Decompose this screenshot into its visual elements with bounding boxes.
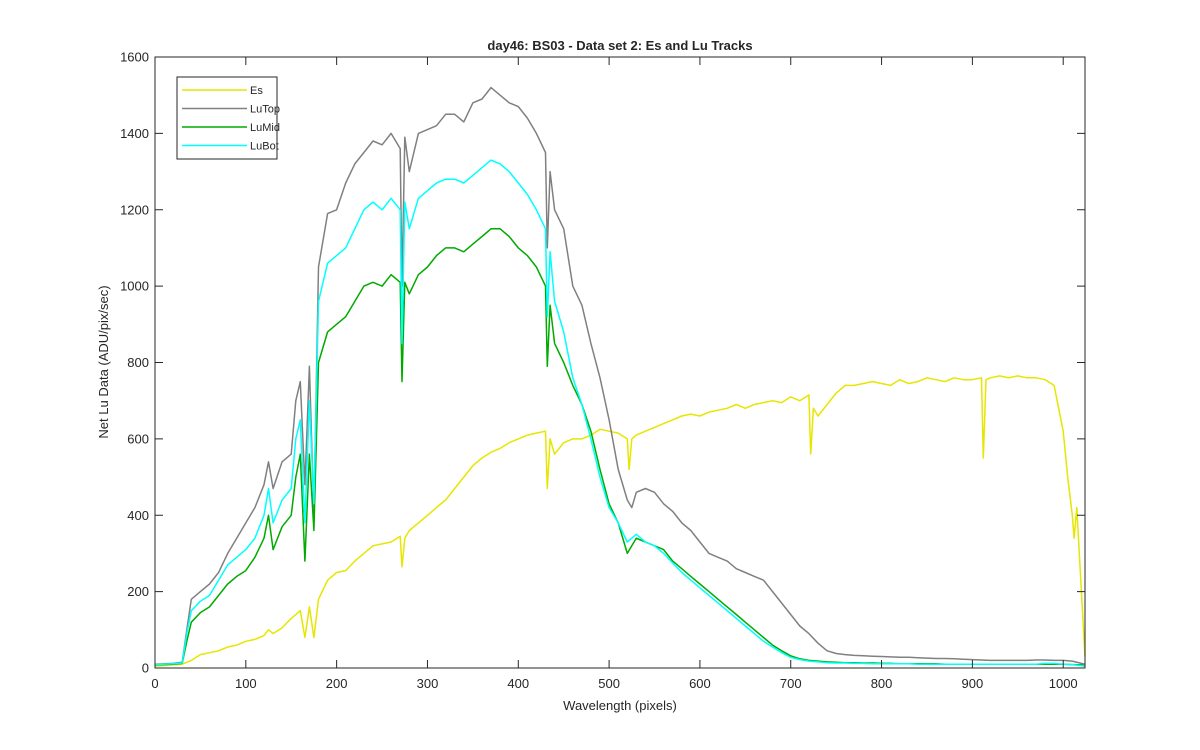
y-axis: 0 200 400 600 800 1000 1200 1400 1600 [120, 50, 1085, 676]
plot-area [154, 56, 1086, 669]
x-tick-label: 600 [689, 676, 711, 691]
legend-label-lubot: LuBot [250, 141, 279, 153]
axes-background [155, 57, 1085, 668]
x-tick-label: 100 [235, 676, 257, 691]
x-tick-label: 0 [151, 676, 158, 691]
legend-label-es: Es [250, 85, 263, 97]
x-axis: 0 100 200 300 400 500 600 700 800 900 1000 [151, 57, 1078, 691]
x-tick-label: 400 [507, 676, 529, 691]
x-tick-label: 500 [598, 676, 620, 691]
y-tick-label: 400 [127, 508, 149, 523]
x-tick-label: 800 [871, 676, 893, 691]
chart-title: day46: BS03 - Data set 2: Es and Lu Trac… [487, 38, 752, 53]
x-tick-label: 300 [417, 676, 439, 691]
y-tick-label: 1400 [120, 126, 149, 141]
series-line-lubot [154, 159, 1086, 667]
legend: Es LuTop LuMid LuBot [176, 76, 280, 160]
y-tick-label: 200 [127, 584, 149, 599]
legend-label-lutop: LuTop [250, 104, 280, 116]
series-line-lutop [154, 86, 1086, 665]
y-tick-label: 800 [127, 355, 149, 370]
y-tick-label: 1600 [120, 50, 149, 65]
x-tick-label: 1000 [1049, 676, 1078, 691]
x-tick-label: 200 [326, 676, 348, 691]
x-tick-label: 700 [780, 676, 802, 691]
y-tick-label: 0 [142, 661, 149, 676]
y-tick-label: 1000 [120, 279, 149, 294]
y-tick-label: 1200 [120, 202, 149, 217]
y-axis-label: Net Lu Data (ADU/pix/sec) [96, 285, 111, 438]
y-tick-label: 600 [127, 431, 149, 446]
legend-label-lumid: LuMid [250, 122, 280, 134]
x-tick-label: 900 [962, 676, 984, 691]
series-line-es [154, 375, 1086, 667]
x-axis-label: Wavelength (pixels) [563, 698, 677, 713]
